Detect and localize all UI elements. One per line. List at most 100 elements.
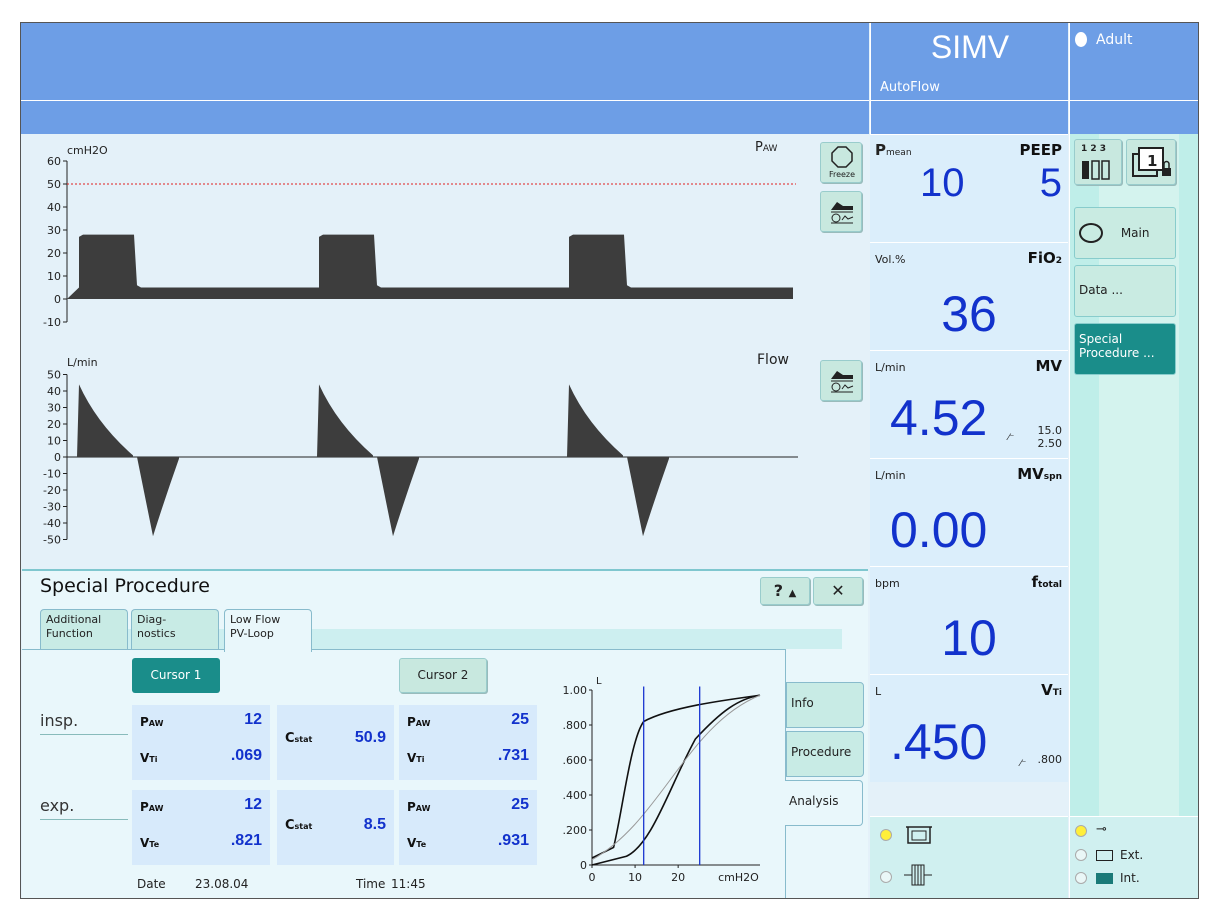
mv-lower-limit: 2.50 (1037, 437, 1063, 450)
cursor2-button[interactable]: Cursor 2 (399, 658, 487, 693)
alarm-limit-icon: ⁄⁻ (1020, 759, 1027, 769)
exp-row-label: exp. (40, 796, 75, 815)
ext-battery-label: Ext. (1120, 848, 1144, 862)
mvspn-label: MVspn (1017, 465, 1062, 483)
param-mvspn[interactable]: L/min MVspn 0.00 (870, 458, 1068, 566)
svg-text:1: 1 (1147, 152, 1157, 170)
loop-y-tick-label: 0 (580, 859, 587, 872)
stop-octagon-icon (831, 146, 853, 168)
date-label: Date (137, 877, 166, 891)
exp-c2-v-value: .931 (497, 832, 529, 849)
mode-display[interactable]: SIMV AutoFlow (870, 23, 1069, 134)
close-button[interactable]: ✕ (813, 577, 863, 605)
insp-c1-paw-value: 12 (244, 711, 262, 728)
help-button[interactable]: ? ▲ (760, 577, 810, 605)
alarm-limit-icon: ⁄⁻ (1008, 433, 1015, 443)
patient-category: Adult (1096, 32, 1133, 48)
peep-label: PEEP (1019, 141, 1062, 159)
nav-special-procedure-button[interactable]: Special Procedure ... (1074, 323, 1176, 375)
pmean-value: 10 (920, 161, 965, 205)
mv-upper-limit: 15.0 (1037, 424, 1063, 437)
flow-unit: L/min (67, 356, 98, 369)
peep-value: 5 (1039, 161, 1062, 205)
led-humidifier (880, 829, 892, 841)
insp-c2-paw-value: 25 (511, 711, 529, 728)
param-mv[interactable]: L/min MV 4.52 ⁄⁻ 15.0 2.50 (870, 350, 1068, 458)
special-procedure-title: Special Procedure (40, 575, 210, 597)
paw-tick-label: -10 (43, 316, 61, 329)
humidifier-icon (906, 826, 932, 844)
tab-info[interactable]: Info (786, 682, 864, 728)
battery-icon (1096, 873, 1113, 884)
paw-label: PAW (140, 800, 164, 814)
cstat-label: Cstat (285, 731, 313, 746)
cstat-label: Cstat (285, 818, 313, 833)
loop-x-tick-label: 10 (628, 871, 642, 884)
paw-label: PAW (140, 715, 164, 729)
tab-low-flow-pv-loop[interactable]: Low Flow PV-Loop (224, 609, 312, 652)
nav-main-button[interactable]: Main (1074, 207, 1176, 259)
flow-waveform: 50 40 30 20 10 0 -10 -20 -30 -40 -50 (43, 369, 798, 547)
numeric-layout-button[interactable]: 1 2 3 (1074, 139, 1122, 185)
paw-unit: cmH2O (67, 144, 108, 157)
nav-data-label: Data ... (1079, 283, 1123, 297)
vti-value: .450 (890, 714, 988, 770)
waveform-area: 60 50 40 30 20 10 0 -10 50 40 30 20 10 0 -10 -20 -30 -40… (21, 134, 869, 569)
status-left (870, 816, 1068, 898)
paw-label: PAW (407, 800, 431, 814)
flow-tick-label: 10 (47, 435, 61, 448)
flow-tick-label: -20 (43, 484, 61, 497)
insp-cursor2-cell: PAW 25 VTi .731 (399, 705, 537, 780)
insp-cstat-value: 50.9 (354, 729, 386, 746)
vte-label: VTe (407, 836, 427, 850)
paw-waveform: 60 50 40 30 20 10 0 -10 (43, 155, 796, 329)
pv-loop-chart: L 1.00 .800 .600 .400 .200 00 10 20 cmH2O (563, 676, 761, 884)
patient-panel[interactable]: Adult (1069, 23, 1198, 134)
paw-curve (67, 234, 793, 299)
vti-limit: .800 (1037, 753, 1063, 766)
flow-exp-curve (137, 457, 179, 537)
led-filter (880, 871, 892, 883)
time-label: Time (356, 877, 386, 891)
loop-y-unit: L (596, 676, 602, 687)
tab-analysis[interactable]: Analysis (785, 780, 863, 826)
curve-select-button-1[interactable] (820, 191, 862, 232)
paw-tick-label: 60 (47, 155, 61, 168)
mv-unit: L/min (875, 361, 906, 374)
freeze-button[interactable]: Freeze (820, 142, 862, 183)
param-ftotal[interactable]: bpm ftotal 10 (870, 566, 1068, 674)
flow-tick-label: 40 (47, 385, 61, 398)
paw-label: PAW (755, 140, 778, 155)
flow-insp-curve (77, 384, 133, 457)
param-fio2[interactable]: Vol.% FiO2 36 (870, 242, 1068, 350)
paw-tick-label: 30 (47, 224, 61, 237)
vti-unit: L (875, 685, 882, 698)
cursor1-button[interactable]: Cursor 1 (132, 658, 220, 693)
loop-x-tick-label: 20 (671, 871, 685, 884)
flow-exp-curve (377, 457, 419, 537)
param-vti[interactable]: L VTi .450 ⁄⁻ .800 (870, 674, 1068, 782)
tab-diagnostics[interactable]: Diag-nostics (131, 609, 219, 649)
paw-label: PAW (407, 715, 431, 729)
battery-icon (1096, 850, 1113, 861)
tab-additional-function[interactable]: Additional Function (40, 609, 128, 649)
flow-tick-label: 20 (47, 418, 61, 431)
flow-tick-label: -10 (43, 468, 61, 481)
fio2-unit: Vol.% (875, 253, 906, 266)
loop-y-tick-label: .200 (563, 824, 588, 837)
paw-tick-label: 20 (47, 247, 61, 260)
tab-procedure[interactable]: Procedure (786, 731, 864, 777)
waveform-svg: 60 50 40 30 20 10 0 -10 50 40 30 20 10 0 -10 -20 -30 -40… (43, 155, 798, 547)
screen-lock-button[interactable]: 1 (1126, 139, 1176, 185)
loop-y-tick-label: .600 (563, 754, 588, 767)
param-pmean-peep[interactable]: Pmean PEEP 10 5 (870, 134, 1068, 242)
flow-tick-label: 50 (47, 369, 61, 382)
insp-cstat-cell: Cstat 50.9 (277, 705, 394, 780)
insp-c2-v-value: .731 (497, 747, 529, 764)
paw-tick-label: 40 (47, 201, 61, 214)
filter-icon (904, 864, 932, 886)
curve-select-button-2[interactable] (820, 360, 862, 401)
bars-123-icon: 1 2 3 (1081, 144, 1107, 154)
nav-data-button[interactable]: Data ... (1074, 265, 1176, 317)
main-lungs-icon (1079, 223, 1103, 243)
